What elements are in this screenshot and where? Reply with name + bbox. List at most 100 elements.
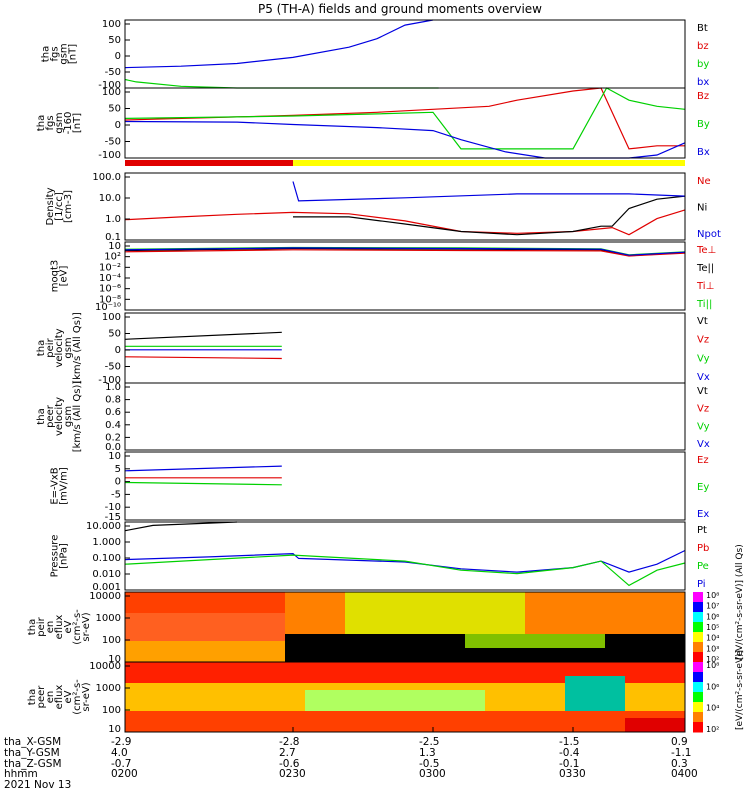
- spectrogram-cell: [565, 620, 586, 628]
- spectrogram-cell: [285, 592, 306, 600]
- spectrogram-cell: [245, 655, 266, 663]
- spectrogram-cell: [185, 676, 206, 684]
- spectrogram-cell: [145, 655, 166, 663]
- legend-entry: Ey: [697, 482, 709, 493]
- spectrogram-cell: [525, 662, 546, 670]
- spectrogram-cell: [305, 683, 326, 691]
- spectrogram-cell: [285, 704, 306, 712]
- spectrogram-cell: [285, 669, 306, 677]
- y-axis-label: en: [45, 691, 56, 704]
- y-tick-label: 0: [115, 120, 121, 131]
- spectrogram-cell: [425, 613, 446, 621]
- spectrogram-cell: [325, 697, 346, 705]
- y-tick-label: -100: [98, 375, 121, 386]
- y-axis-label: Density: [45, 187, 56, 225]
- spectrogram-cell: [305, 627, 326, 635]
- spectrogram-cell: [485, 634, 506, 642]
- y-tick-label: -100: [98, 80, 121, 91]
- spectrogram-cell: [605, 690, 626, 698]
- spectrogram-cell: [545, 641, 566, 649]
- spectrogram-cell: [605, 634, 626, 642]
- spectrogram-cell: [425, 634, 446, 642]
- spectrogram-cell: [525, 606, 546, 614]
- spectrogram-cell: [345, 718, 366, 726]
- spectrogram-cell: [365, 592, 386, 600]
- spectrogram-cell: [485, 690, 506, 698]
- spectrogram-cell: [405, 592, 426, 600]
- spectrogram-cell: [125, 648, 146, 656]
- spectrogram-cell: [325, 613, 346, 621]
- spectrogram-cell: [465, 683, 486, 691]
- panel-frame: [124, 172, 686, 241]
- panels-group: Btbzbybx100500-50-100thafgsgsm[nT]BzByBx…: [27, 19, 745, 735]
- spectrogram-cell: [245, 704, 266, 712]
- spectrogram-cell: [625, 704, 646, 712]
- legend-entry: Bz: [697, 91, 709, 102]
- series-line-by: [124, 78, 439, 89]
- footer-value: -0.4: [559, 746, 580, 759]
- y-tick-label: 10000: [89, 591, 121, 602]
- footer-row: 2021 Nov 13: [4, 780, 71, 791]
- spectrogram-cell: [565, 690, 586, 698]
- colorbar-segment: [693, 612, 703, 623]
- spectrogram-cell: [285, 620, 306, 628]
- spectrogram-cell: [505, 676, 526, 684]
- footer-value: -2.5: [419, 736, 440, 748]
- spectrogram-cell: [465, 690, 486, 698]
- spectrogram-cell: [345, 683, 366, 691]
- series-line-Vt: [124, 331, 282, 340]
- spectrogram-cell: [305, 697, 326, 705]
- spectrogram-cell: [665, 592, 686, 600]
- y-tick-label: -100: [98, 150, 121, 161]
- spectrogram-cell: [225, 697, 246, 705]
- spectrogram-cell: [125, 655, 146, 663]
- spectrogram-cell: [165, 655, 186, 663]
- spectrogram-cell: [545, 627, 566, 635]
- spectrogram-cell: [445, 669, 466, 677]
- spectrogram-cell: [305, 704, 326, 712]
- y-tick-label: -10: [105, 502, 121, 513]
- spectrogram-cell: [465, 620, 486, 628]
- spectrogram-cell: [625, 613, 646, 621]
- spectrogram-cell: [165, 599, 186, 607]
- spectrogram-cell: [265, 599, 286, 607]
- y-tick-label: 0.010: [92, 569, 121, 580]
- spectrogram-cell: [365, 718, 386, 726]
- spectrogram-cell: [645, 683, 666, 691]
- spectrogram-cell: [125, 711, 146, 719]
- footer-value: 1.3: [419, 746, 436, 759]
- spectrogram-cell: [365, 676, 386, 684]
- spectrogram-cell: [665, 606, 686, 614]
- spectrogram-cell: [185, 711, 206, 719]
- legend-entry: Te⊥: [696, 245, 716, 256]
- spectrogram-cell: [445, 592, 466, 600]
- spectrogram-cell: [505, 704, 526, 712]
- spectrogram-cell: [125, 683, 146, 691]
- y-tick-label: 10⁻⁶: [99, 284, 121, 295]
- spectrogram-cell: [445, 641, 466, 649]
- spectrogram-cell: [365, 634, 386, 642]
- spectrogram-cell: [305, 613, 326, 621]
- spectrogram-cell: [445, 648, 466, 656]
- legend-entry: Vy: [697, 421, 710, 432]
- y-tick-label: 5: [115, 464, 121, 475]
- spectrogram-cell: [145, 711, 166, 719]
- footer-value: -0.6: [279, 757, 300, 770]
- spectrogram-cell: [465, 704, 486, 712]
- footer-value: 0300: [419, 768, 446, 781]
- spectrogram-cell: [245, 606, 266, 614]
- series-line-Te⊥: [124, 249, 686, 257]
- spectrogram-cell: [265, 606, 286, 614]
- legend-entry: Vt: [697, 386, 708, 397]
- spectrogram-cell: [145, 704, 166, 712]
- spectrogram-cell: [125, 599, 146, 607]
- spectrogram-cell: [305, 711, 326, 719]
- spectrogram-cell: [325, 648, 346, 656]
- spectrogram-cell: [445, 697, 466, 705]
- spectrogram-cell: [525, 641, 546, 649]
- y-axis-label: sr-eV): [81, 682, 92, 711]
- colorbar-segment: [693, 712, 703, 723]
- y-axis-label: tha: [36, 115, 47, 131]
- spectrogram-cell: [425, 620, 446, 628]
